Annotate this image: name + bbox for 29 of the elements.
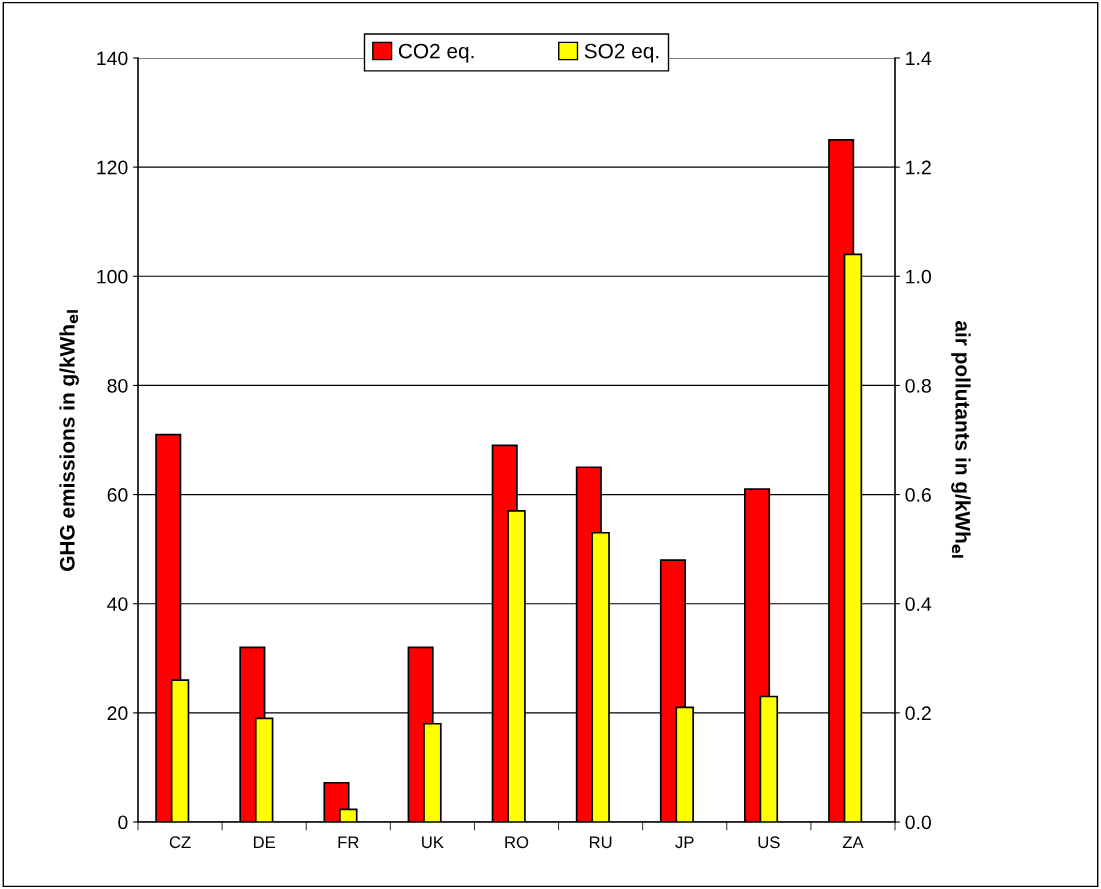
- x-tick-label: ZA: [842, 836, 864, 848]
- y2-tick-label: 1.4: [906, 51, 932, 66]
- y-tick-label: 0: [118, 815, 128, 830]
- x-tick-label: UK: [422, 836, 444, 849]
- y2-tick-label: 1.2: [906, 160, 931, 175]
- x-tick-label: CZ: [169, 836, 191, 849]
- y-tick-label: 60: [107, 488, 128, 502]
- x-tick-label: FR: [338, 836, 359, 848]
- y-tick-label: 120: [97, 160, 128, 175]
- y2-tick-label: 0.2: [905, 706, 931, 721]
- y-axis-title: GHG emissions in g/kWh$_{el}$: [59, 310, 79, 571]
- y-tick-label: 40: [107, 597, 128, 611]
- x-tick-label: US: [758, 836, 780, 849]
- y2-axis-title: air pollutants in g/kWh$_{el}$: [951, 321, 971, 558]
- x-tick-label: RU: [589, 836, 612, 849]
- legend-label: CO2 eq.: [398, 43, 474, 63]
- y2-tick-label: 0.6: [905, 488, 931, 502]
- y-tick-label: 140: [97, 51, 128, 66]
- y-tick-label: 80: [107, 378, 128, 393]
- x-tick-label: JP: [675, 836, 694, 849]
- legend-label: SO2 eq.: [584, 43, 659, 63]
- x-tick-label: DE: [253, 836, 276, 848]
- x-tick-label: RO: [505, 836, 529, 849]
- y-tick-label: 20: [107, 706, 128, 721]
- y2-tick-label: 0.0: [905, 815, 931, 830]
- y2-tick-label: 1.0: [906, 269, 931, 284]
- y2-tick-label: 0.4: [905, 597, 932, 611]
- y2-tick-label: 0.8: [905, 378, 931, 393]
- y-tick-label: 100: [97, 269, 128, 284]
